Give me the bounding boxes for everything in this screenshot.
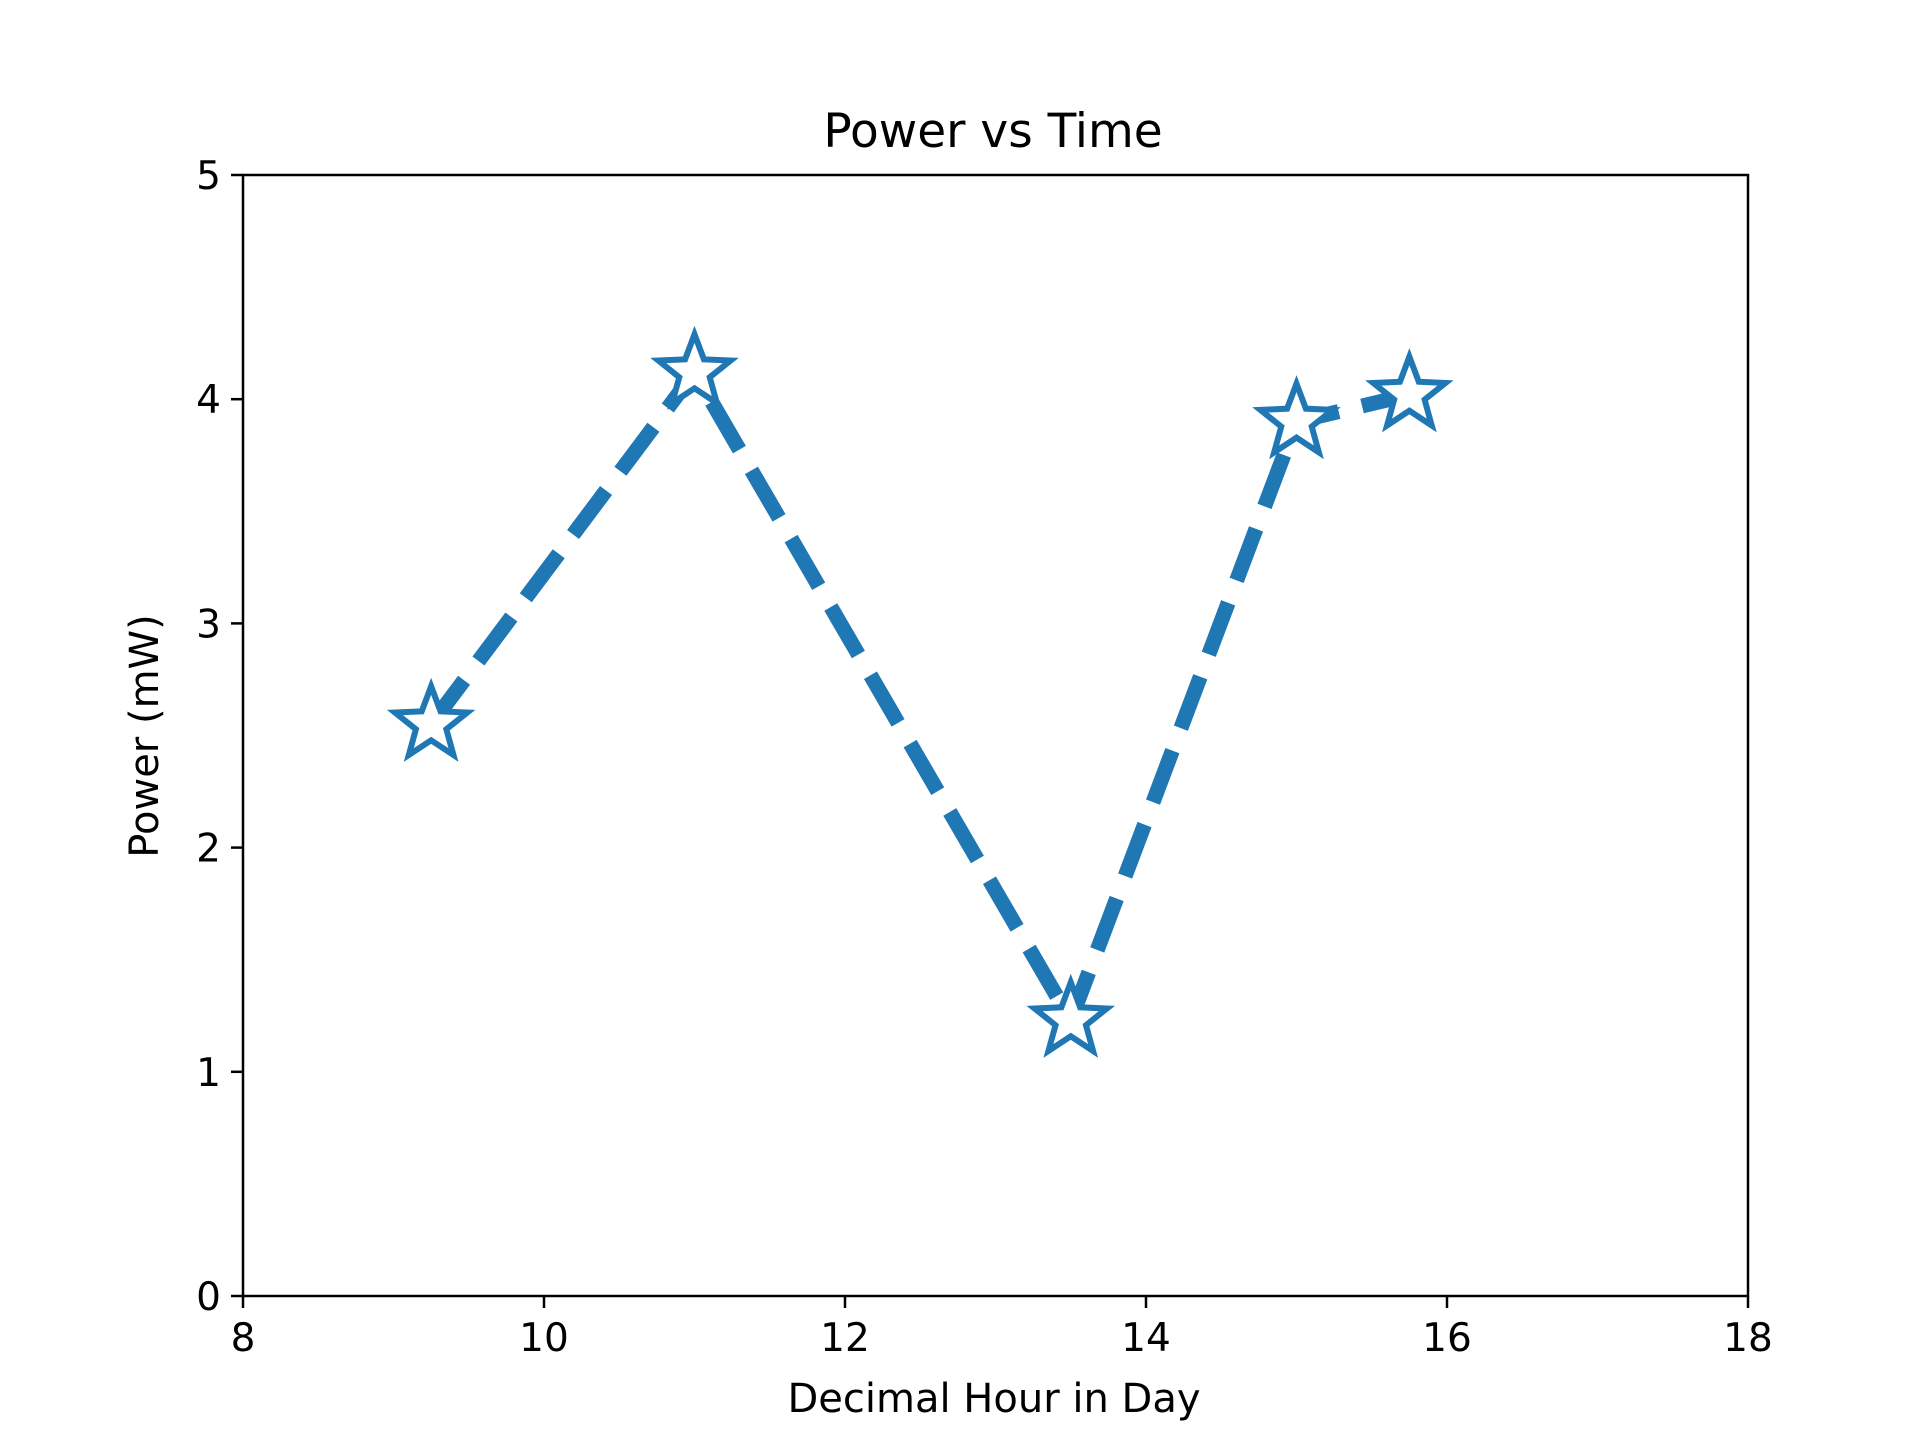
data-point-star-icon xyxy=(1026,973,1116,1058)
x-tick-label: 16 xyxy=(1422,1316,1472,1361)
plot-frame xyxy=(241,173,1750,1298)
x-tick-label: 18 xyxy=(1723,1316,1773,1361)
x-tick-label: 10 xyxy=(519,1316,569,1361)
y-tick-label: 5 xyxy=(196,154,221,199)
data-point-star-icon xyxy=(650,325,739,410)
x-axis-label: Decimal Hour in Day xyxy=(787,1376,1200,1422)
series-line xyxy=(425,364,1412,1028)
y-tick-label: 4 xyxy=(196,378,221,423)
plot-layer xyxy=(386,325,1454,1058)
x-tick-label: 12 xyxy=(820,1316,870,1361)
y-tick-label: 0 xyxy=(196,1275,221,1320)
y-tick-label: 1 xyxy=(196,1051,221,1096)
x-axis: 8 10 12 14 16 18 xyxy=(231,1296,1773,1361)
chart-title: Power vs Time xyxy=(823,104,1162,159)
y-axis: 0 1 2 3 4 5 xyxy=(196,154,243,1320)
data-point-star-icon xyxy=(1252,375,1341,460)
y-tick-label: 3 xyxy=(196,602,221,647)
y-tick-label: 2 xyxy=(196,827,221,872)
y-axis-label: Power (mW) xyxy=(122,614,168,857)
x-tick-label: 8 xyxy=(231,1316,256,1361)
data-point-star-icon xyxy=(386,677,476,762)
data-point-star-icon xyxy=(1365,348,1454,433)
x-tick-label: 14 xyxy=(1121,1316,1171,1361)
